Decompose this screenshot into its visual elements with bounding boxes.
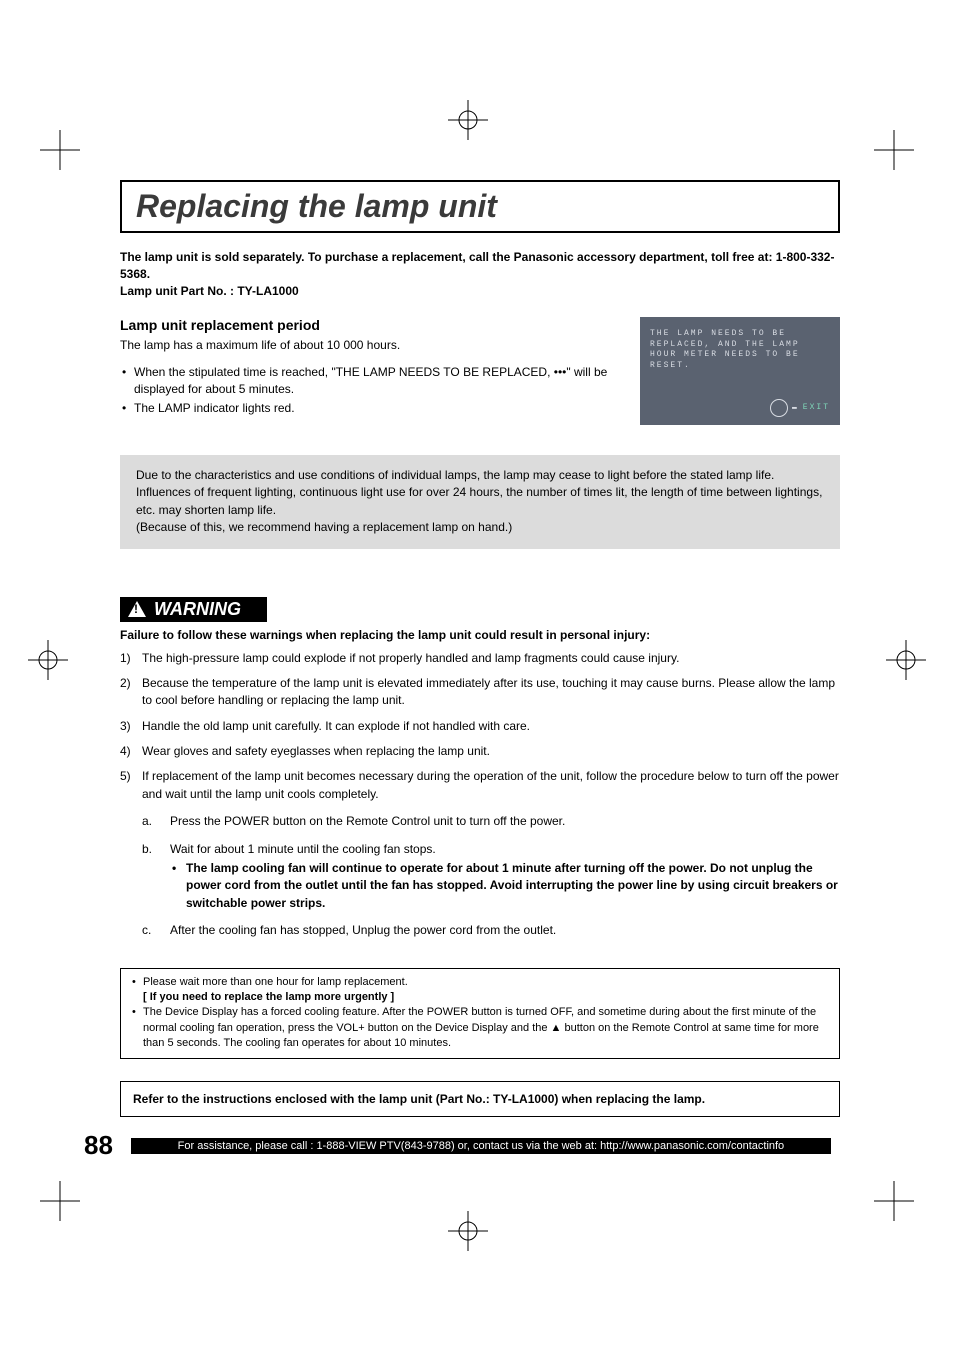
page-footer: 88 For assistance, please call : 1-888-V… — [84, 1130, 831, 1161]
warning-item: 2)Because the temperature of the lamp un… — [142, 675, 840, 710]
crop-mark-bl — [40, 1181, 80, 1221]
substep-bullet: The lamp cooling fan will continue to op… — [170, 860, 840, 912]
warning-title: Failure to follow these warnings when re… — [120, 628, 840, 642]
warning-label-text: WARNING — [154, 599, 241, 620]
page-content: Replacing the lamp unit The lamp unit is… — [120, 180, 840, 1117]
osd-exit-label: EXIT — [803, 403, 830, 412]
crop-mark-tr — [874, 130, 914, 170]
substep-item: c.After the cooling fan has stopped, Unp… — [170, 922, 840, 939]
info-box: Due to the characteristics and use condi… — [120, 455, 840, 549]
crop-mark-tl — [40, 130, 80, 170]
warning-badge: WARNING — [120, 597, 267, 622]
bullet-item: The LAMP indicator lights red. — [134, 400, 622, 417]
footer-bar: For assistance, please call : 1-888-VIEW… — [131, 1138, 831, 1154]
crop-mark-tc — [448, 100, 488, 140]
substep-item: b.Wait for about 1 minute until the cool… — [170, 841, 840, 913]
osd-screen: THE LAMP NEEDS TO BE REPLACED, AND THE L… — [640, 317, 840, 425]
crop-mark-bc — [448, 1211, 488, 1251]
note-line: Please wait more than one hour for lamp … — [143, 975, 829, 1006]
crop-mark-mr — [886, 640, 926, 680]
warning-triangle-icon — [128, 601, 146, 617]
page-title: Replacing the lamp unit — [136, 188, 824, 225]
note-bold: [ If you need to replace the lamp more u… — [143, 991, 394, 1003]
crop-mark-br — [874, 1181, 914, 1221]
substep-list: a.Press the POWER button on the Remote C… — [142, 813, 840, 939]
warning-item: 3)Handle the old lamp unit carefully. It… — [142, 718, 840, 735]
note-line: The Device Display has a forced cooling … — [143, 1005, 829, 1051]
refer-box: Refer to the instructions enclosed with … — [120, 1081, 840, 1117]
warning-item: 5)If replacement of the lamp unit become… — [142, 768, 840, 939]
bullet-list: When the stipulated time is reached, "TH… — [120, 364, 622, 416]
crop-mark-ml — [28, 640, 68, 680]
warning-list: 1)The high-pressure lamp could explode i… — [120, 650, 840, 940]
substep-item: a.Press the POWER button on the Remote C… — [170, 813, 840, 830]
warning-item: 1)The high-pressure lamp could explode i… — [142, 650, 840, 667]
osd-exit-row: ▬ EXIT — [650, 399, 830, 417]
bullet-item: When the stipulated time is reached, "TH… — [134, 364, 622, 398]
lamp-life-text: The lamp has a maximum life of about 10 … — [120, 337, 622, 354]
title-box: Replacing the lamp unit — [120, 180, 840, 233]
section-heading: Lamp unit replacement period — [120, 317, 622, 333]
exit-arrow-icon: ▬ — [792, 403, 799, 412]
page-number: 88 — [84, 1130, 113, 1161]
warning-item: 4)Wear gloves and safety eyeglasses when… — [142, 743, 840, 760]
note-box: Please wait more than one hour for lamp … — [120, 968, 840, 1059]
substep-bullet-item: The lamp cooling fan will continue to op… — [186, 860, 840, 912]
osd-message: THE LAMP NEEDS TO BE REPLACED, AND THE L… — [650, 329, 830, 371]
intro-text: The lamp unit is sold separately. To pur… — [120, 249, 840, 299]
nav-circle-icon — [770, 399, 788, 417]
